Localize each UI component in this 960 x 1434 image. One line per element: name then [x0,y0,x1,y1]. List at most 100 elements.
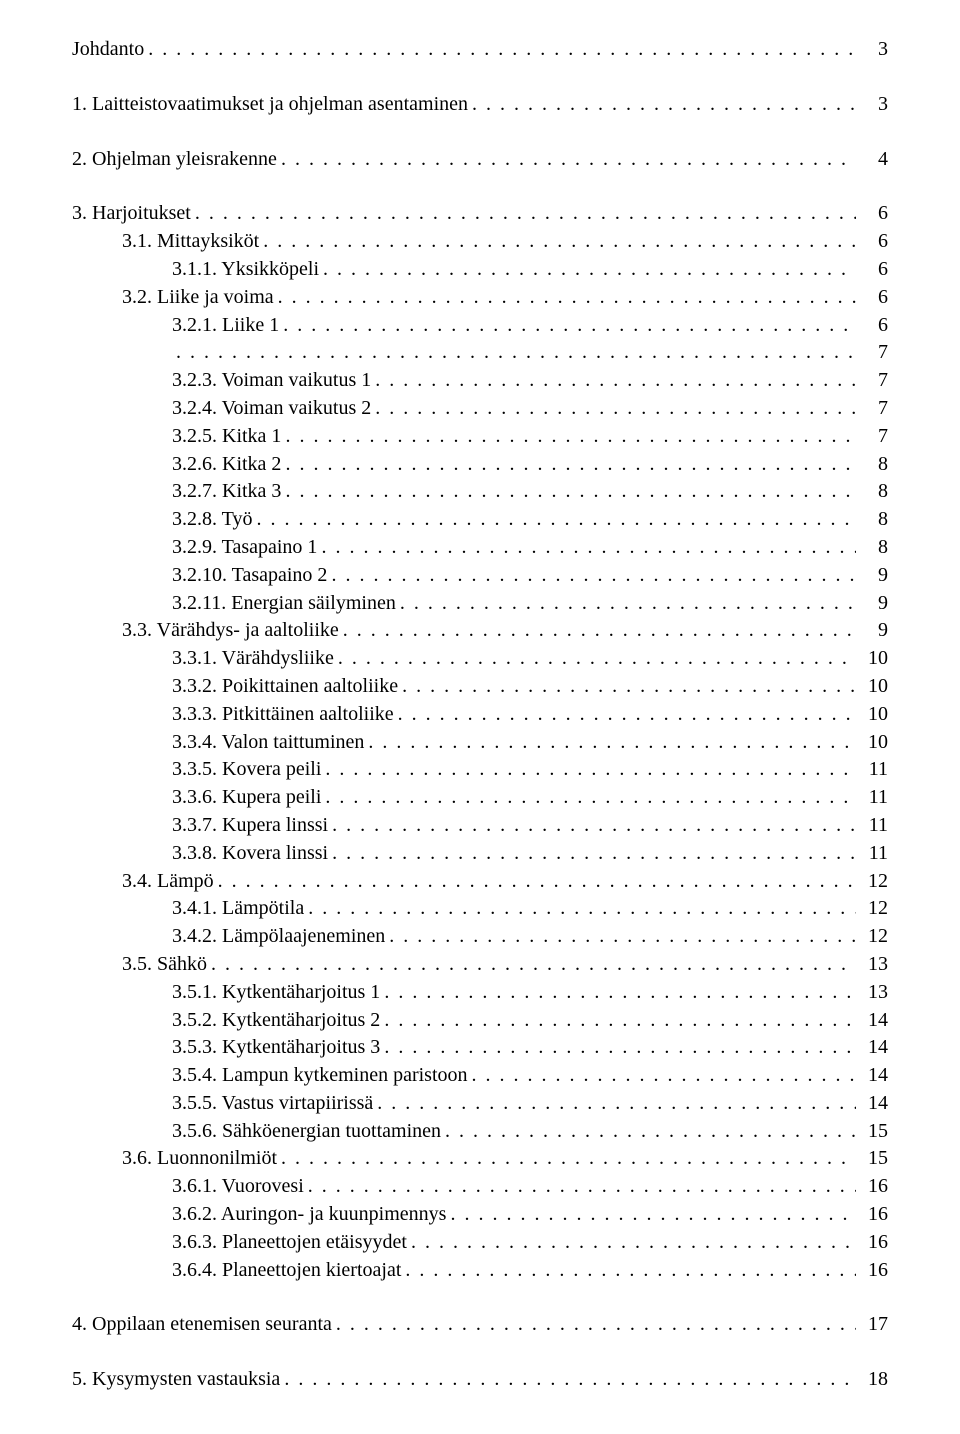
toc-entry: 1. Laitteistovaatimukset ja ohjelman ase… [72,91,888,119]
toc-entry-leader-dots [278,284,856,312]
toc-entry-leader-dots [256,506,856,534]
toc-entry-leader-dots [283,312,856,340]
toc-entry-page: 14 [860,1090,888,1118]
toc-entry: 3.5.5. Vastus virtapiirissä 14 [72,1090,888,1118]
toc-entry-leader-dots [472,91,856,119]
toc-entry-label: 3.3.8. Kovera linssi [172,840,328,868]
toc-entry-leader-dots [375,395,856,423]
toc-entry-label: 3.2.1. Liike 1 [172,312,279,340]
toc-page: Johdanto31. Laitteistovaatimukset ja ohj… [0,0,960,1434]
toc-entry: 3.3.5. Kovera peili 11 [72,756,888,784]
toc-entry-leader-dots [384,979,856,1007]
toc-entry-leader-dots [285,478,856,506]
toc-entry-page: 16 [860,1257,888,1285]
toc-entry-label: 3.5.5. Vastus virtapiirissä [172,1090,373,1118]
toc-entry-page: 11 [860,840,888,868]
toc-entry: 2. Ohjelman yleisrakenne4 [72,146,888,174]
toc-entry-page: 14 [860,1062,888,1090]
toc-entry-page: 9 [860,617,888,645]
toc-entry-page: 12 [860,895,888,923]
toc-entry-label: 3.3.5. Kovera peili [172,756,321,784]
toc-entry-page: 7 [860,339,888,367]
toc-entry-label: 3.5. Sähkö [122,951,207,979]
toc-entry-leader-dots [384,1007,856,1035]
toc-blank-row [72,64,888,91]
toc-entry-label: 5. Kysymysten vastauksia [72,1366,280,1394]
toc-entry-leader-dots [281,146,856,174]
toc-entry-label: 3.2.11. Energian säilyminen [172,590,396,618]
toc-entry: 3.3.2. Poikittainen aaltoliike 10 [72,673,888,701]
toc-entry-leader-dots [325,756,856,784]
toc-entry-label: Johdanto [72,36,144,64]
toc-entry: 3.2.9. Tasapaino 18 [72,534,888,562]
toc-entry-leader-dots [263,228,856,256]
toc-entry-page: 3 [860,91,888,119]
toc-entry: 3.2. Liike ja voima6 [72,284,888,312]
toc-entry-label: 3.4. Lämpö [122,868,214,896]
toc-entry: 3.6.3. Planeettojen etäisyydet16 [72,1229,888,1257]
toc-entry-page: 11 [860,756,888,784]
toc-entry-label: 3.2.7. Kitka 3 [172,478,281,506]
toc-entry-label: 3.6.3. Planeettojen etäisyydet [172,1229,407,1257]
toc-entry-page: 15 [860,1118,888,1146]
toc-entry-label: 3.1.1. Yksikköpeli [172,256,319,284]
toc-entry-label: 3.2.5. Kitka 1 [172,423,281,451]
toc-entry: 3.2.8. Työ8 [72,506,888,534]
toc-entry: 3.6. Luonnonilmiöt15 [72,1145,888,1173]
toc-entry: 3.6.1. Vuorovesi16 [72,1173,888,1201]
toc-entry-page: 15 [860,1145,888,1173]
toc-entry-page: 7 [860,423,888,451]
toc-entry-page: 16 [860,1201,888,1229]
toc-entry-label: 2. Ohjelman yleisrakenne [72,146,277,174]
toc-entry-leader-dots [176,339,856,367]
toc-entry-leader-dots [332,812,856,840]
toc-entry: 3.1. Mittayksiköt6 [72,228,888,256]
toc-entry-leader-dots [285,451,856,479]
toc-entry-label: 3.5.1. Kytkentäharjoitus 1 [172,979,380,1007]
toc-entry-page: 3 [860,36,888,64]
toc-entry-leader-dots [405,1257,856,1285]
toc-entry: 3.2.3. Voiman vaikutus 17 [72,367,888,395]
toc-entry-label: 3.6.4. Planeettojen kiertoajat [172,1257,401,1285]
toc-entry-label: 3.2.3. Voiman vaikutus 1 [172,367,371,395]
toc-entry-page: 10 [860,729,888,757]
toc-entry-label: 3.6.2. Auringon- ja kuunpimennys [172,1201,446,1229]
toc-entry-leader-dots [195,200,856,228]
toc-entry-leader-dots [384,1034,856,1062]
toc-entry-leader-dots [321,534,856,562]
toc-entry-leader-dots [377,1090,856,1118]
toc-entry: 3.2.1. Liike 16 [72,312,888,340]
toc-entry-label: 3.4.2. Lämpölaajeneminen [172,923,385,951]
toc-entry: 3.4.1. Lämpötila12 [72,895,888,923]
toc-entry-page: 8 [860,534,888,562]
toc-entry: 3.4. Lämpö12 [72,868,888,896]
toc-entry-label: 3.3.3. Pitkittäinen aaltoliike [172,701,394,729]
toc-entry-page: 9 [860,590,888,618]
toc-entry: 3.2.5. Kitka 1 7 [72,423,888,451]
toc-entry-leader-dots [308,1173,856,1201]
toc-entry-label: 3.5.2. Kytkentäharjoitus 2 [172,1007,380,1035]
toc-entry: 3.5.1. Kytkentäharjoitus 113 [72,979,888,1007]
toc-entry: 3.3. Värähdys- ja aaltoliike9 [72,617,888,645]
toc-entry-leader-dots [450,1201,856,1229]
toc-entry-page: 10 [860,673,888,701]
toc-entry-leader-dots [343,617,856,645]
toc-entry-label: 3.2.6. Kitka 2 [172,451,281,479]
toc-entry-label: 3.6.1. Vuorovesi [172,1173,304,1201]
toc-entry-leader-dots [398,701,856,729]
toc-entry-page: 11 [860,812,888,840]
toc-entry-label: 4. Oppilaan etenemisen seuranta [72,1311,332,1339]
toc-entry: Johdanto 3 [72,36,888,64]
toc-blank-row [72,119,888,146]
toc-entry-label: 3.2.4. Voiman vaikutus 2 [172,395,371,423]
toc-entry-leader-dots [148,36,856,64]
toc-entry-leader-dots [332,840,856,868]
toc-entry-page: 8 [860,478,888,506]
toc-entry-page: 11 [860,784,888,812]
toc-entry-label: 3.3.2. Poikittainen aaltoliike [172,673,398,701]
toc-entry: 5. Kysymysten vastauksia18 [72,1366,888,1394]
toc-entry-label: 3.2.8. Työ [172,506,252,534]
toc-entry: 3.3.8. Kovera linssi 11 [72,840,888,868]
toc-entry: 3.2.11. Energian säilyminen 9 [72,590,888,618]
toc-entry-leader-dots [375,367,856,395]
